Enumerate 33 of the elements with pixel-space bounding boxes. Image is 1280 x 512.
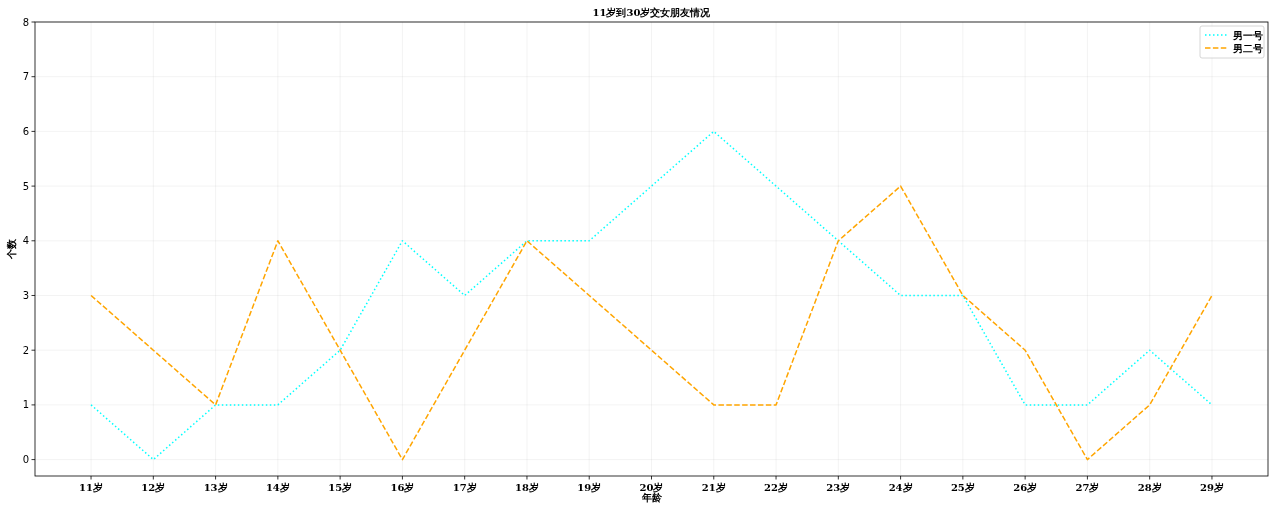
x-tick-label: 22岁 <box>764 482 789 493</box>
y-tick-label: 3 <box>22 289 29 301</box>
x-tick-label: 25岁 <box>950 482 975 493</box>
x-tick-label: 15岁 <box>328 482 353 493</box>
y-tick-label: 7 <box>22 71 29 83</box>
x-tick-label: 27岁 <box>1075 482 1100 493</box>
x-tick-label: 26岁 <box>1013 482 1038 493</box>
x-axis-title: 年龄 <box>640 492 663 503</box>
x-tick-label: 16岁 <box>390 482 415 493</box>
y-tick-label: 6 <box>22 125 29 137</box>
x-tick-label: 11岁 <box>79 482 104 493</box>
x-tick-label: 23岁 <box>826 482 851 493</box>
x-tick-label: 17岁 <box>452 482 477 493</box>
y-tick-label: 5 <box>22 180 29 192</box>
x-tick-label: 29岁 <box>1199 482 1224 493</box>
y-tick-label: 2 <box>22 344 29 356</box>
y-axis-title: 个数 <box>6 238 17 260</box>
legend-label: 男二号 <box>1232 42 1263 54</box>
x-tick-label: 12岁 <box>141 482 166 493</box>
y-tick-label: 8 <box>22 16 29 28</box>
y-tick-label: 0 <box>22 454 29 466</box>
x-tick-label: 24岁 <box>888 482 913 493</box>
x-tick-label: 20岁 <box>639 482 664 493</box>
chart-title: 11岁到30岁交女朋友情况 <box>592 7 712 18</box>
x-tick-label: 18岁 <box>514 482 539 493</box>
x-tick-label: 19岁 <box>577 482 602 493</box>
y-tick-label: 4 <box>22 235 29 247</box>
x-tick-label: 14岁 <box>265 482 290 493</box>
x-tick-label: 13岁 <box>203 482 228 493</box>
x-tick-label: 28岁 <box>1137 482 1162 493</box>
x-tick-label: 21岁 <box>701 482 726 493</box>
y-tick-label: 1 <box>22 399 29 411</box>
legend-label: 男一号 <box>1232 29 1263 41</box>
